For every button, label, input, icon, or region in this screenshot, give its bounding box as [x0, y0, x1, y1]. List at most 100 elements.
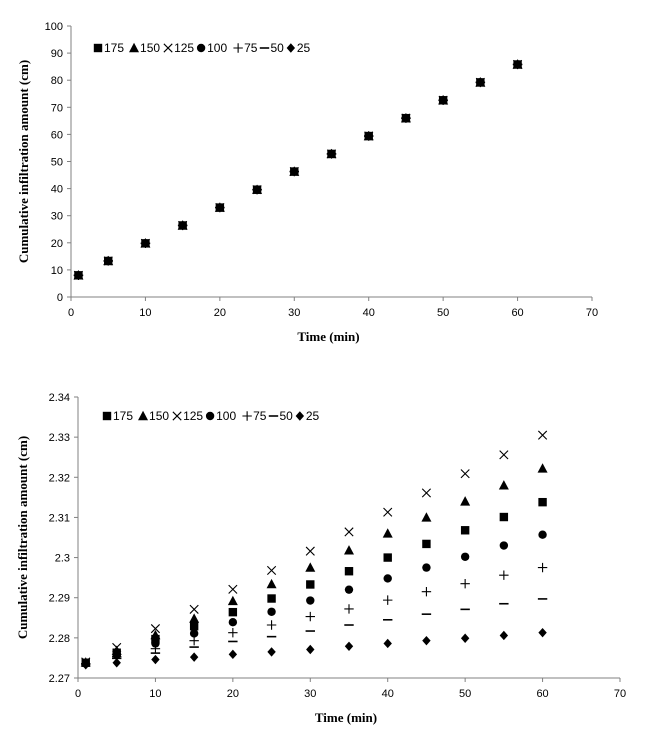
data-point [438, 95, 448, 105]
data-point [228, 618, 238, 627]
data-point [460, 578, 470, 589]
y-tick-label: 50 [51, 157, 63, 169]
y-tick-label: 20 [51, 238, 63, 250]
legend-item-25: 25 [286, 41, 311, 55]
y-axis-title: Cumulative infiltration amount (cm) [15, 436, 30, 639]
data-point [189, 635, 199, 646]
data-point [344, 527, 354, 537]
legend-marker [129, 42, 140, 53]
legend-item-75: 75 [233, 41, 258, 55]
data-point [344, 567, 354, 576]
x-tick-label: 10 [139, 307, 151, 319]
x-axis-title: Time (min) [315, 710, 377, 725]
legend-marker [233, 43, 243, 53]
data-point [306, 596, 315, 605]
y-tick-label: 2.32 [49, 472, 70, 484]
y-tick-label: 90 [51, 48, 63, 60]
data-point [421, 488, 432, 498]
data-point [476, 77, 485, 88]
legend-label: 75 [253, 409, 267, 423]
y-tick-label: 2.3 [55, 553, 70, 565]
legend-marker [205, 411, 215, 421]
y-tick-label: 2.34 [49, 392, 70, 404]
legend-label: 150 [140, 41, 160, 55]
data-point [150, 643, 161, 654]
data-point [538, 530, 547, 539]
legend-marker [138, 410, 149, 421]
x-tick-label: 30 [288, 307, 300, 319]
y-axis-title: Cumulative infiltration amount (cm) [16, 60, 31, 263]
legend-label: 100 [207, 41, 227, 55]
legend-label: 25 [306, 409, 320, 423]
data-point [421, 512, 432, 522]
y-tick-label: 2.29 [49, 593, 70, 605]
legend-item-100: 100 [205, 409, 236, 423]
y-tick-label: 60 [51, 129, 63, 141]
legend-item-175: 175 [93, 41, 124, 55]
data-point [189, 652, 199, 662]
data-point [228, 649, 238, 660]
data-point [252, 184, 262, 195]
data-point [499, 630, 509, 641]
x-tick-label: 50 [459, 688, 471, 700]
series-175 [81, 497, 547, 667]
data-point [228, 607, 238, 617]
legend-item-125: 125 [163, 41, 194, 55]
legend-label: 175 [113, 409, 133, 423]
data-point [422, 635, 431, 646]
data-point [266, 565, 277, 576]
data-point [112, 642, 122, 653]
legend-item-50: 50 [259, 41, 284, 55]
y-tick-label: 10 [51, 265, 63, 277]
series-50 [81, 598, 548, 665]
legend-item-75: 75 [242, 409, 267, 423]
series-150 [80, 463, 548, 667]
data-point [460, 469, 470, 479]
data-point [227, 595, 238, 606]
data-point [499, 450, 509, 460]
data-point [421, 586, 432, 597]
x-tick-label: 50 [437, 307, 449, 319]
x-tick-label: 20 [214, 307, 226, 319]
data-point [141, 238, 150, 249]
chart-infiltration-full-range: 0 10 20 30 40 50 60 70 0 10 20 30 40 50 60 70 80 90 100 Tim… [16, 21, 598, 344]
legend-item-150: 150 [129, 41, 160, 55]
x-tick-label: 70 [614, 688, 626, 700]
legend-label: 25 [297, 41, 311, 55]
data-point [499, 570, 509, 580]
data-point [383, 638, 392, 649]
data-point [364, 131, 373, 141]
data-point [383, 574, 392, 583]
data-point [189, 622, 199, 631]
x-tick-label: 10 [149, 688, 161, 700]
y-tick-label: 2.33 [49, 432, 70, 444]
data-point [344, 585, 354, 594]
data-point [383, 507, 393, 517]
legend-item-175: 175 [102, 409, 133, 423]
legend-marker [163, 43, 173, 53]
legend-label: 150 [149, 409, 169, 423]
data-point [305, 611, 315, 622]
data-point [383, 553, 392, 562]
data-point [266, 620, 277, 630]
data-point [267, 594, 276, 603]
data-point [537, 430, 548, 440]
chart-infiltration-zoomed: 0 10 20 30 40 50 60 70 2.27 2.28 2.29 2.3 2.31 2.32 2.… [15, 392, 626, 725]
y-tick-label: 0 [57, 292, 63, 304]
data-point [538, 497, 547, 507]
legend-item-50: 50 [268, 409, 293, 423]
data-point [422, 539, 431, 549]
data-point [290, 166, 299, 177]
legend-label: 75 [244, 41, 258, 55]
legend-marker [286, 43, 296, 53]
data-point [460, 496, 471, 506]
legend-item-100: 100 [196, 41, 227, 55]
data-point [460, 526, 470, 535]
y-tick-label: 40 [51, 184, 63, 196]
y-tick-label: 2.27 [49, 673, 70, 685]
y-tick-label: 70 [51, 102, 63, 114]
data-point [104, 256, 113, 266]
y-tick-label: 30 [51, 211, 63, 223]
data-point [267, 607, 276, 616]
data-point [189, 629, 199, 638]
